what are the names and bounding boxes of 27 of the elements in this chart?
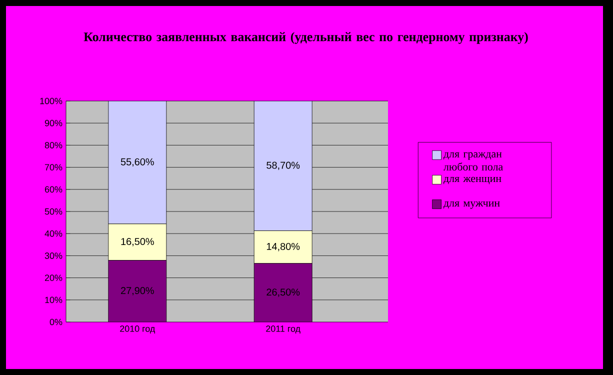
data-label: 16,50%	[121, 238, 154, 246]
y-tick-label: 90%	[44, 120, 62, 126]
y-tick-label: 0%	[50, 318, 62, 326]
y-tick-label: 10%	[45, 296, 62, 304]
y-tick-label: 70%	[44, 164, 62, 170]
y-tick-label: 80%	[44, 142, 62, 148]
chart-title: Количество заявленных вакансий (удельный вес по гендерному признаку)	[84, 32, 528, 44]
legend-label: для граждан любого пола	[443, 152, 503, 170]
bar	[108, 101, 167, 224]
x-tick-label: 2011 год	[266, 326, 300, 334]
bar	[254, 101, 312, 231]
y-tick-label: 60%	[44, 186, 62, 193]
y-tick-label: 50%	[44, 208, 62, 215]
data-label: 55,60%	[120, 158, 154, 167]
legend-label: для женщин	[443, 176, 502, 184]
legend-label: для мужчин	[443, 201, 500, 209]
data-label: 27,90%	[121, 287, 154, 296]
y-tick-label: 40%	[44, 230, 62, 237]
y-tick-label: 100%	[40, 98, 62, 104]
y-tick-label: 20%	[44, 274, 62, 281]
data-label: 26,50%	[266, 288, 300, 297]
data-label: 14,80%	[266, 242, 300, 252]
x-tick-label: 2010 год	[120, 326, 156, 334]
data-label: 58,70%	[266, 162, 300, 170]
y-tick-label: 30%	[44, 252, 62, 259]
bar	[254, 263, 312, 322]
bar	[108, 260, 167, 322]
